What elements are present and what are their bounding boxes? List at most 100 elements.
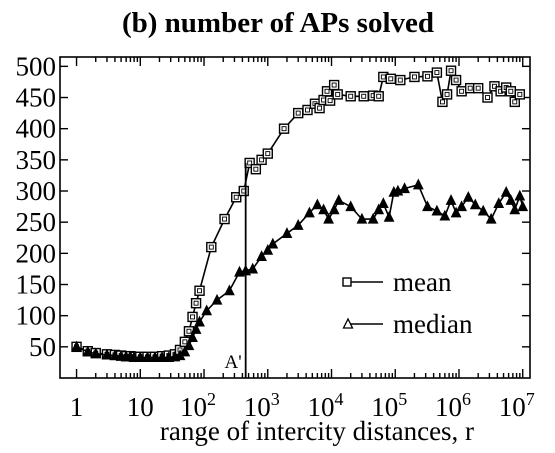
mean-point-inner — [265, 151, 271, 157]
y-tick-label: 300 — [16, 176, 57, 206]
x-tick-label: 105 — [371, 389, 407, 422]
x-axis-label: range of intercity distances, r — [160, 416, 474, 446]
median-point — [450, 206, 462, 218]
median-point — [224, 284, 235, 296]
mean-point-inner — [459, 88, 465, 94]
x-tick-label: 106 — [435, 389, 471, 422]
median-point — [211, 293, 223, 305]
chart-title: (b) number of APs solved — [122, 7, 434, 39]
median-point — [328, 203, 340, 215]
mean-point-inner — [247, 160, 253, 166]
legend: mean median — [342, 267, 473, 339]
median-point — [187, 331, 198, 343]
y-tick-label: 150 — [16, 270, 57, 300]
y-tick-label: 400 — [16, 114, 57, 144]
mean-point — [250, 163, 262, 175]
mean-point — [328, 79, 340, 91]
mean-point-inner — [295, 110, 301, 116]
x-tick-label: 103 — [244, 389, 280, 422]
mean-point-inner — [190, 314, 195, 320]
mean-point — [332, 89, 343, 100]
mean-point-inner — [305, 107, 310, 113]
x-tick-exponent: 5 — [398, 389, 407, 409]
y-tick-label: 200 — [16, 238, 57, 268]
legend-label: median — [393, 309, 473, 339]
mean-point-inner — [317, 105, 323, 111]
y-tick-label: 450 — [16, 83, 57, 113]
mean-point — [302, 104, 313, 116]
mean-point-inner — [512, 99, 518, 105]
mean-point-inner — [186, 328, 192, 334]
median-point — [439, 209, 451, 221]
median-point — [82, 345, 94, 357]
mean-point-inner — [253, 166, 259, 172]
median-point — [256, 250, 267, 262]
mean-point — [187, 311, 198, 323]
median-point — [183, 339, 195, 351]
median-point — [142, 351, 153, 362]
mean-point — [482, 92, 493, 103]
x-tick-base: 10 — [308, 392, 335, 422]
mean-point — [190, 298, 202, 309]
mean-point — [431, 67, 443, 78]
mean-point-inner — [475, 85, 481, 91]
mean-point-inner — [331, 82, 337, 88]
x-tick-label: 107 — [499, 389, 535, 422]
mean-point — [422, 71, 433, 82]
x-tick-exponent: 4 — [335, 389, 344, 409]
mean-point — [231, 192, 242, 203]
median-point — [493, 197, 505, 209]
mean-point-inner — [388, 76, 394, 82]
median-point — [190, 323, 202, 334]
median-point — [469, 198, 481, 210]
mean-point-inner — [411, 74, 417, 80]
median-point — [345, 200, 357, 212]
x-tick-exponent: 7 — [526, 389, 535, 409]
median-point — [311, 198, 323, 210]
median-point — [333, 194, 345, 205]
x-axis-ticks: 1 10 102 103 104 105 106 107 — [70, 57, 535, 422]
x-tick-exponent: 2 — [207, 389, 216, 409]
mean-point-inner — [517, 91, 523, 97]
mean-point — [409, 71, 420, 83]
median-point — [367, 212, 379, 224]
x-tick-base: 10 — [127, 392, 154, 422]
mean-point-inner — [361, 93, 367, 99]
median-point — [292, 219, 304, 230]
mean-point-inner — [434, 70, 440, 76]
plot-area — [59, 56, 531, 379]
median-point — [373, 203, 385, 215]
median-point — [134, 351, 146, 362]
mean-point-inner — [208, 244, 214, 250]
x-tick-label: 1 — [70, 392, 84, 422]
mean-point-inner — [444, 91, 450, 97]
mean-point — [324, 95, 336, 106]
mean-point-inner — [324, 88, 330, 94]
mean-point — [345, 91, 356, 102]
mean-point — [456, 86, 467, 97]
legend-square-icon — [342, 277, 352, 287]
median-point — [101, 348, 113, 360]
median-point — [485, 212, 497, 224]
mean-point-inner — [380, 74, 386, 80]
median-point — [356, 212, 368, 224]
x-tick-label: 102 — [180, 389, 216, 422]
median-point — [383, 210, 395, 222]
median-point — [179, 345, 191, 357]
median-point — [456, 200, 468, 212]
mean-point — [385, 73, 396, 85]
median-point — [500, 186, 512, 197]
median-point — [509, 203, 521, 215]
mean-point — [262, 148, 273, 159]
mean-point-inner — [327, 98, 333, 104]
mean-point-inner — [182, 339, 188, 345]
median-point — [412, 178, 424, 190]
mean-point — [472, 82, 484, 94]
x-tick-base: 10 — [371, 392, 398, 422]
x-tick-label: 10 — [127, 392, 154, 422]
mean-point — [450, 74, 462, 86]
y-tick-label: 50 — [29, 332, 56, 362]
median-point — [517, 200, 529, 212]
mean-point — [514, 89, 526, 100]
